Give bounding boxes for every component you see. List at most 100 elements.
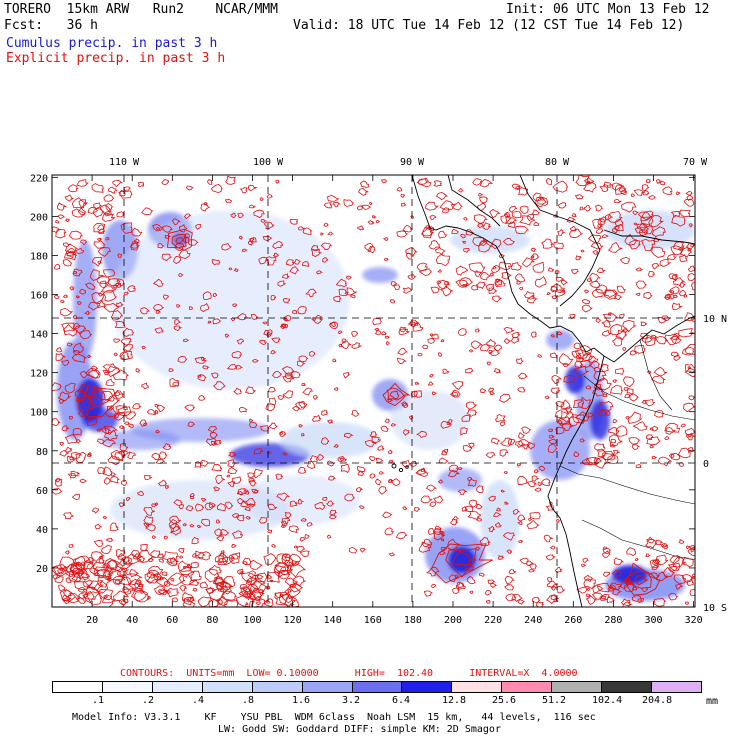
- precip-contour: [215, 519, 221, 524]
- precip-contour: [687, 272, 695, 282]
- precip-contour: [633, 189, 646, 196]
- precip-contour: [182, 523, 187, 527]
- storm-contour: [430, 543, 493, 584]
- precip-contour: [414, 381, 420, 385]
- precip-contour: [253, 468, 263, 479]
- precip-contour: [247, 572, 255, 579]
- precip-contour: [328, 475, 336, 481]
- precip-contour: [178, 272, 184, 277]
- precip-contour: [127, 285, 136, 292]
- precip-contour: [276, 492, 290, 501]
- precip-contour: [284, 511, 292, 519]
- precip-contour: [557, 202, 567, 209]
- precip-contour: [435, 254, 451, 267]
- precip-contour: [649, 444, 654, 449]
- precip-contour: [457, 187, 464, 193]
- precip-contour: [649, 559, 660, 569]
- precip-contour: [316, 270, 323, 275]
- precip-contour: [380, 425, 389, 433]
- precip-contour: [280, 591, 295, 604]
- color-bar-label: 204.8: [642, 695, 673, 706]
- precip-contour: [640, 332, 648, 340]
- precip-contour: [145, 524, 157, 532]
- precip-contour: [548, 428, 554, 433]
- precip-contour: [309, 455, 318, 463]
- precip-contour: [679, 289, 687, 297]
- precip-contour: [228, 451, 237, 457]
- precip-contour: [151, 503, 158, 508]
- precip-contour: [555, 276, 565, 282]
- precip-contour: [131, 227, 143, 237]
- precip-contour: [337, 330, 344, 335]
- precip-contour: [530, 331, 537, 338]
- precip-contour: [449, 390, 459, 397]
- title-left: TORERO 15km ARW Run2 NCAR/MMM: [4, 2, 278, 17]
- precip-contour: [610, 438, 617, 444]
- precip-contour: [511, 331, 521, 339]
- precip-contour: [579, 206, 585, 211]
- explicit-precip-contours: [52, 175, 695, 607]
- precip-contour: [515, 273, 525, 283]
- precip-contour: [543, 534, 553, 543]
- precip-contour: [263, 598, 274, 607]
- init-time: Init: 06 UTC Mon 13 Feb 12: [506, 2, 710, 17]
- precip-contour: [413, 506, 421, 513]
- precip-contour: [671, 351, 680, 358]
- precip-contour: [146, 409, 157, 416]
- precip-contour: [280, 524, 287, 529]
- precip-contour: [77, 301, 82, 305]
- precip-contour: [381, 179, 388, 184]
- precip-contour: [451, 389, 461, 398]
- precip-contour: [123, 186, 131, 192]
- precip-contour: [228, 267, 233, 271]
- precip-contour: [460, 427, 468, 436]
- precip-contour: [76, 179, 89, 187]
- precip-contour: [463, 248, 470, 253]
- precip-contour: [532, 261, 545, 273]
- storm-contour: [634, 575, 649, 586]
- precip-contour: [278, 594, 297, 607]
- precip-contour: [485, 600, 491, 604]
- precip-contour: [545, 554, 556, 561]
- precip-contour: [489, 272, 495, 277]
- precip-contour: [277, 280, 287, 287]
- x-grid-label: 240: [524, 615, 542, 626]
- color-bar-cell: [652, 682, 701, 692]
- precip-contour: [457, 328, 468, 336]
- precip-contour: [487, 579, 496, 584]
- precip-contour: [601, 329, 613, 337]
- precip-contour: [466, 409, 478, 418]
- precip-contour: [243, 497, 256, 506]
- precip-contour: [112, 575, 126, 585]
- precip-contour: [199, 581, 208, 589]
- precip-contour: [97, 237, 103, 241]
- precip-contour: [338, 288, 349, 296]
- precip-contour: [167, 572, 186, 586]
- precip-contour: [291, 559, 299, 567]
- precip-contour: [333, 444, 340, 448]
- precip-contour: [62, 258, 73, 267]
- precip-contour: [375, 220, 381, 224]
- precip-contour: [91, 292, 104, 305]
- precip-contour: [581, 299, 591, 305]
- cumulus-blob: [82, 408, 118, 432]
- precip-contour: [305, 288, 317, 298]
- color-bar-cell: [552, 682, 603, 692]
- precip-contour: [410, 214, 414, 219]
- precip-contour: [599, 184, 609, 193]
- precip-contour: [503, 338, 512, 344]
- precip-contour: [556, 419, 563, 425]
- precip-contour: [213, 440, 222, 445]
- precip-contour: [100, 285, 118, 293]
- precip-contour: [683, 199, 695, 207]
- precip-contour: [469, 349, 474, 353]
- precip-contour: [237, 497, 246, 505]
- precip-contour: [185, 505, 194, 512]
- precip-contour: [491, 238, 502, 250]
- precip-contour: [558, 416, 572, 426]
- longitude-label: 90 W: [400, 157, 425, 168]
- precip-contour: [77, 207, 87, 216]
- precip-contour: [402, 506, 408, 510]
- precip-contour: [179, 223, 188, 233]
- precip-contour: [93, 202, 103, 209]
